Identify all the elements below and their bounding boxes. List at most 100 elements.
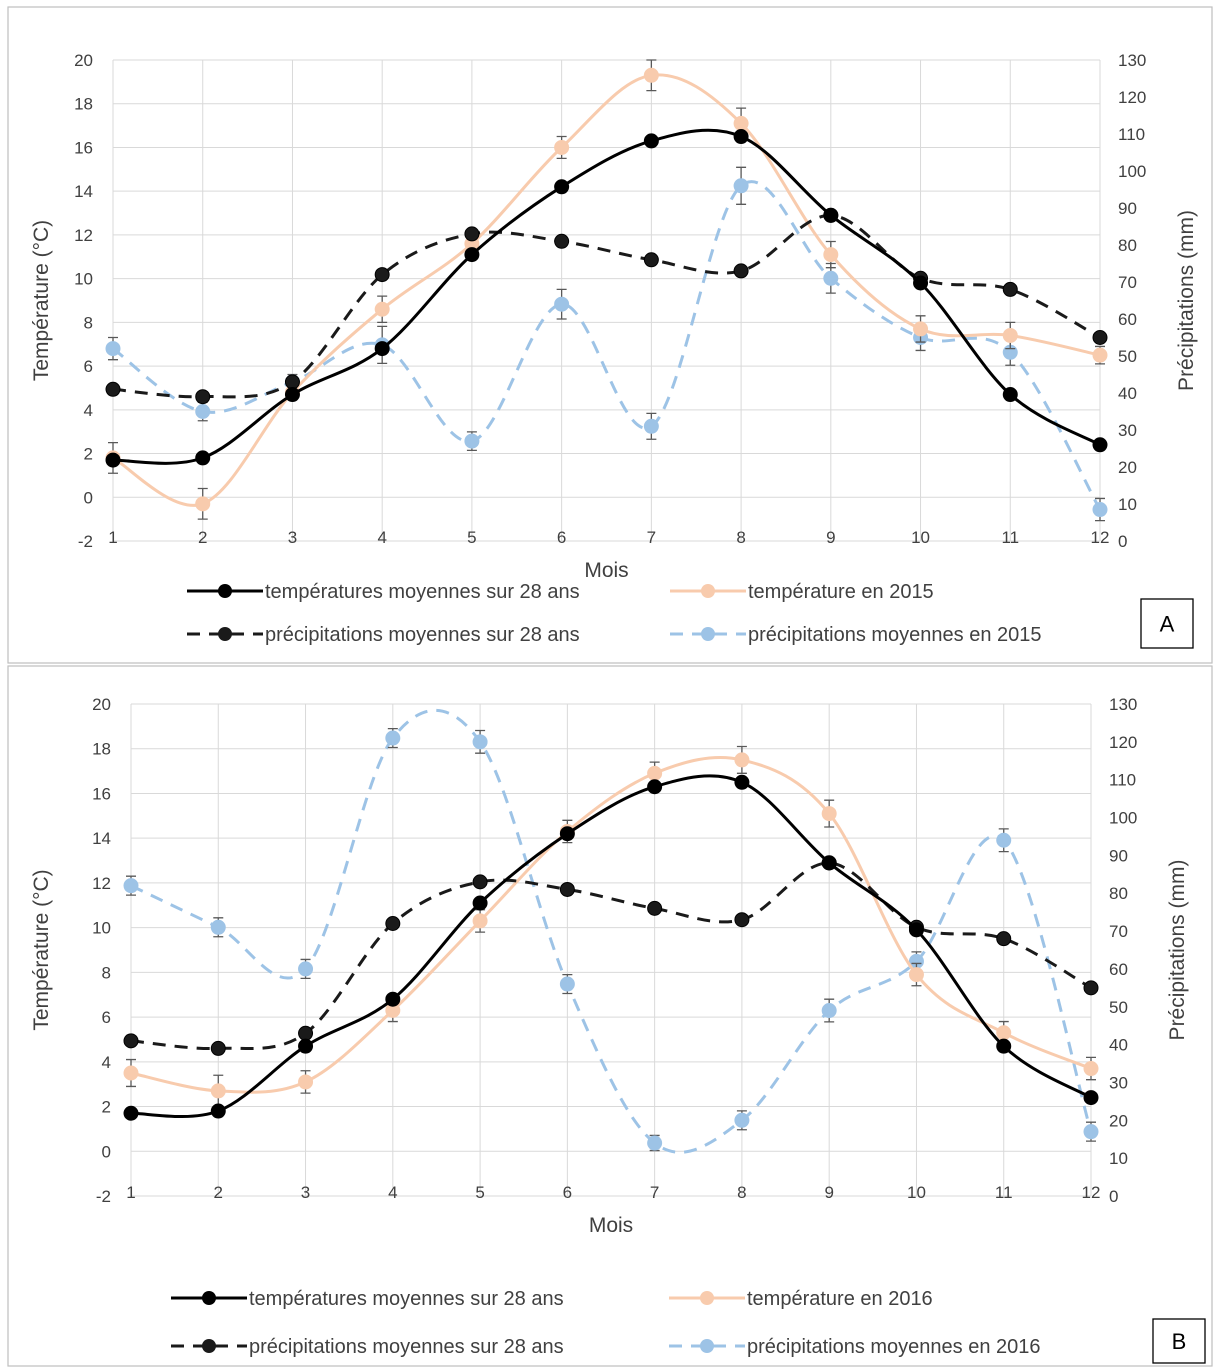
data-point [996,931,1012,947]
y-right-tick-label: 130 [1118,51,1146,70]
data-point [123,1065,139,1081]
x-tick-label: 10 [911,528,930,547]
y-right-tick-label: 10 [1118,495,1137,514]
y-right-tick-label: 50 [1109,998,1128,1017]
data-point [1083,1090,1099,1106]
x-tick-label: 1 [108,528,117,547]
data-point [195,404,211,419]
x-tick-label: 11 [1001,528,1019,547]
y-left-tick-label: 2 [102,1098,111,1117]
x-tick-label: 10 [907,1183,926,1202]
chart-frame [7,665,1213,1367]
series-precipitations-moyennes-en-2016 [123,708,1099,1154]
x-tick-label: 3 [301,1183,310,1202]
data-point [647,779,663,795]
y-right-tick-label: 110 [1109,771,1136,790]
legend-label: températures moyennes sur 28 ans [265,581,580,603]
y-right-tick-label: 100 [1109,809,1137,828]
legend-label: précipitations moyennes en 2015 [748,624,1042,646]
data-point [374,341,390,357]
legend-item-precipitations-moyennes-en-2016: précipitations moyennes en 2016 [669,1336,1041,1358]
chart-panel-b: -202468101214161820010203040506070809010… [7,665,1213,1367]
data-point [733,129,749,145]
series-temperatures-moyennes-sur-28-ans [105,128,1108,468]
x-axis-title: Mois [589,1214,633,1237]
y-right-tick-label: 40 [1118,384,1137,403]
data-point [210,1040,226,1056]
legend-label: température en 2015 [748,581,934,603]
y-right-tick-label: 60 [1118,310,1137,329]
y-left-axis-title: Température (°C) [30,869,53,1030]
x-tick-label: 5 [475,1183,484,1202]
x-tick-label: 8 [737,1183,746,1202]
legend-marker-swatch [202,1339,216,1353]
data-point [1083,980,1099,996]
data-point [195,496,211,512]
x-tick-label: 12 [1091,528,1110,547]
data-point [559,976,575,992]
data-point [996,832,1012,848]
data-point [472,874,488,890]
data-point [105,452,121,468]
legend-label: précipitations moyennes en 2016 [747,1336,1041,1358]
y-left-tick-label: 8 [84,313,93,332]
y-left-tick-label: 4 [102,1053,111,1072]
data-point [821,855,837,871]
data-point [913,321,929,337]
legend-marker-swatch [218,584,232,598]
y-right-tick-label: 0 [1118,532,1127,551]
y-left-tick-label: 14 [74,182,93,201]
series-temperatures-moyennes-sur-28-ans [123,774,1099,1121]
y-right-tick-label: 90 [1118,199,1137,218]
y-right-tick-label: 50 [1118,347,1137,366]
data-point [1083,1061,1099,1077]
y-left-tick-label: 20 [92,695,111,714]
y-right-tick-label: 10 [1109,1149,1128,1168]
legend: températures moyennes sur 28 ans températ… [187,581,1042,646]
data-point [1092,347,1108,363]
y-left-tick-label: 0 [102,1142,111,1161]
y-left-tick-label: 8 [102,963,111,982]
data-point [105,341,121,357]
y-right-tick-label: 70 [1118,273,1137,292]
x-tick-label: 11 [995,1183,1013,1202]
data-point [210,1083,226,1099]
data-point [554,233,570,249]
data-point [195,389,211,405]
panel-label-box [1140,598,1194,649]
data-point [1092,437,1108,453]
data-point [298,1074,314,1090]
legend-label: précipitations moyennes sur 28 ans [249,1336,564,1358]
y-right-tick-label: 0 [1109,1187,1118,1206]
data-point [105,381,121,397]
legend-item-temperatures-moyennes-sur-28-ans: températures moyennes sur 28 ans [171,1288,564,1310]
legend: températures moyennes sur 28 ans températ… [171,1288,1041,1358]
data-point [472,895,488,911]
data-point [464,226,480,242]
data-point [374,267,390,283]
chart-panel-a: -202468101214161820010203040506070809010… [7,6,1213,664]
y-right-tick-label: 120 [1118,88,1146,107]
data-point [464,247,480,263]
panel-label-box [1152,1318,1206,1364]
data-point [1092,330,1108,345]
data-point [913,275,929,291]
data-point [996,1038,1012,1054]
series-precipitations-moyennes-sur-28-ans [123,855,1099,1056]
series-line [130,708,1093,1154]
data-point [123,878,139,894]
data-point [210,919,226,935]
legend-item-temperature-en-2015: température en 2015 [670,581,934,603]
y-right-tick-label: 60 [1109,960,1128,979]
legend-marker-swatch [701,627,715,641]
data-point [298,1038,314,1054]
gridlines [112,59,1101,542]
legend-item-temperatures-moyennes-sur-28-ans: températures moyennes sur 28 ans [187,581,580,603]
data-point [908,967,924,983]
y-right-tick-label: 80 [1109,884,1128,903]
data-point [554,296,570,312]
y-right-tick-label: 30 [1118,421,1137,440]
y-right-tick-label: 70 [1109,922,1128,941]
x-axis-title: Mois [584,559,628,582]
